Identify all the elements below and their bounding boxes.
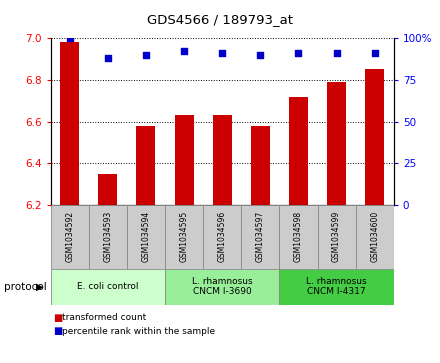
Point <box>180 49 187 54</box>
Bar <box>60 42 79 205</box>
Text: GSM1034592: GSM1034592 <box>65 211 74 262</box>
Bar <box>127 205 165 269</box>
Text: GSM1034596: GSM1034596 <box>218 211 227 262</box>
Bar <box>165 269 279 305</box>
Point <box>143 52 150 58</box>
Point <box>104 55 111 61</box>
Text: ▶: ▶ <box>36 282 44 292</box>
Bar <box>165 205 203 269</box>
Text: GSM1034600: GSM1034600 <box>370 211 379 262</box>
Bar <box>279 205 318 269</box>
Text: transformed count: transformed count <box>62 313 146 322</box>
Text: percentile rank within the sample: percentile rank within the sample <box>62 327 215 336</box>
Text: GSM1034593: GSM1034593 <box>103 211 112 262</box>
Point <box>333 50 340 56</box>
Bar <box>318 205 356 269</box>
Bar <box>136 126 155 205</box>
Text: ■: ■ <box>53 313 62 323</box>
Text: E. coli control: E. coli control <box>77 282 139 291</box>
Bar <box>213 115 232 205</box>
Text: GSM1034597: GSM1034597 <box>256 211 265 262</box>
Bar <box>175 115 194 205</box>
Point <box>371 50 378 56</box>
Bar <box>89 205 127 269</box>
Point <box>66 35 73 41</box>
Text: GSM1034599: GSM1034599 <box>332 211 341 262</box>
Bar <box>241 205 279 269</box>
Bar <box>327 82 346 205</box>
Text: GSM1034595: GSM1034595 <box>180 211 189 262</box>
Bar <box>365 69 384 205</box>
Bar <box>51 205 89 269</box>
Text: GSM1034594: GSM1034594 <box>141 211 150 262</box>
Bar <box>279 269 394 305</box>
Point <box>295 50 302 56</box>
Bar <box>203 205 241 269</box>
Text: L. rhamnosus
CNCM I-3690: L. rhamnosus CNCM I-3690 <box>192 277 253 297</box>
Text: L. rhamnosus
CNCM I-4317: L. rhamnosus CNCM I-4317 <box>306 277 367 297</box>
Text: ■: ■ <box>53 326 62 337</box>
Bar <box>356 205 394 269</box>
Point <box>219 50 226 56</box>
Text: GDS4566 / 189793_at: GDS4566 / 189793_at <box>147 13 293 26</box>
Text: protocol: protocol <box>4 282 47 292</box>
Text: GSM1034598: GSM1034598 <box>294 211 303 262</box>
Point <box>257 52 264 58</box>
Bar <box>289 97 308 205</box>
Bar <box>98 174 117 205</box>
Bar <box>51 269 165 305</box>
Bar <box>251 126 270 205</box>
